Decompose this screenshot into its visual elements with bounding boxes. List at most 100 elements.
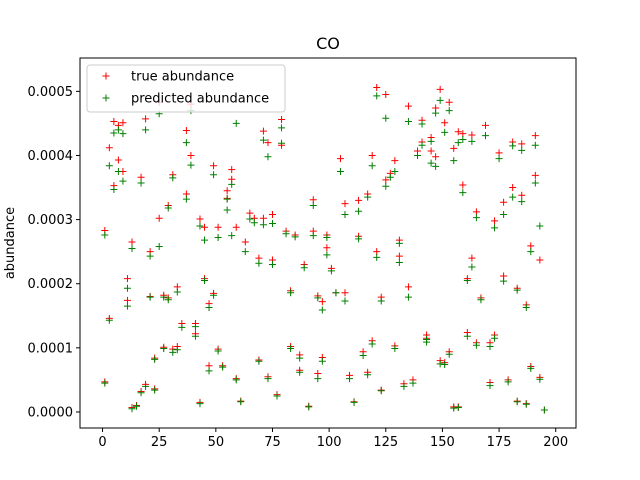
data-point — [110, 185, 118, 193]
data-point — [119, 130, 127, 138]
data-point — [445, 350, 453, 358]
data-point — [160, 344, 168, 352]
data-point — [518, 198, 526, 206]
data-point — [259, 214, 267, 222]
data-point — [382, 114, 390, 122]
data-point — [414, 151, 422, 159]
data-point — [355, 196, 363, 204]
data-point — [391, 168, 399, 176]
data-point — [110, 129, 118, 137]
data-point — [191, 323, 199, 331]
data-point — [332, 289, 340, 297]
data-point — [436, 96, 444, 104]
data-point — [155, 214, 163, 222]
data-point — [536, 222, 544, 230]
data-point — [210, 171, 218, 179]
legend-label: true abundance — [131, 70, 234, 85]
data-point — [468, 137, 476, 145]
data-point — [404, 293, 412, 301]
x-tick-label: 175 — [487, 435, 512, 450]
data-point — [205, 303, 213, 311]
data-point — [518, 146, 526, 154]
data-point — [273, 392, 281, 400]
data-point — [142, 115, 150, 123]
data-point — [377, 297, 385, 305]
data-point — [101, 379, 109, 387]
data-point — [237, 398, 245, 406]
data-point — [219, 363, 227, 371]
data-point — [395, 239, 403, 247]
data-point — [491, 224, 499, 232]
data-point — [418, 120, 426, 128]
data-point — [169, 348, 177, 356]
data-point — [454, 128, 462, 136]
data-point — [491, 334, 499, 342]
data-point — [373, 253, 381, 261]
data-point — [355, 235, 363, 243]
data-point — [223, 195, 231, 203]
data-point — [368, 340, 376, 348]
data-point — [509, 142, 517, 150]
legend-box — [86, 64, 286, 113]
data-point — [128, 244, 136, 252]
data-point — [119, 119, 127, 127]
data-point — [450, 157, 458, 165]
data-point — [427, 147, 435, 155]
data-point — [110, 117, 118, 125]
data-point — [214, 223, 222, 231]
data-point — [196, 215, 204, 223]
data-point — [459, 181, 467, 189]
data-point — [187, 161, 195, 169]
data-point — [259, 127, 267, 135]
data-point — [364, 193, 372, 201]
axes-frame — [79, 57, 577, 429]
data-point — [364, 371, 372, 379]
data-point — [309, 232, 317, 240]
data-point — [409, 379, 417, 387]
data-point — [137, 179, 145, 187]
y-tick-label: 0.0004 — [28, 149, 74, 164]
y-tick-label: 0.0003 — [28, 213, 74, 228]
data-point — [259, 221, 267, 229]
data-point — [123, 275, 131, 283]
data-point — [486, 343, 494, 351]
data-point — [264, 375, 272, 383]
data-point — [418, 141, 426, 149]
x-tick-label: 150 — [430, 435, 455, 450]
data-point — [346, 375, 354, 383]
data-point — [500, 210, 508, 218]
data-point — [123, 302, 131, 310]
data-point — [255, 259, 263, 267]
data-point — [146, 252, 154, 260]
data-point — [391, 344, 399, 352]
data-point — [282, 230, 290, 238]
data-point — [522, 400, 530, 408]
data-point — [291, 233, 299, 241]
data-point — [395, 252, 403, 260]
data-point — [540, 406, 548, 414]
data-point — [210, 291, 218, 299]
data-point — [359, 352, 367, 360]
data-point — [391, 157, 399, 165]
data-point — [137, 389, 145, 397]
data-point — [481, 132, 489, 140]
data-point — [513, 286, 521, 294]
data-point — [178, 323, 186, 331]
data-point — [173, 346, 181, 354]
data-point — [341, 200, 349, 208]
data-point — [201, 236, 209, 244]
data-point — [268, 260, 276, 268]
data-point — [278, 124, 286, 132]
data-point — [309, 201, 317, 209]
data-point — [432, 162, 440, 170]
data-point — [400, 382, 408, 390]
data-point — [450, 404, 458, 412]
data-point — [223, 206, 231, 214]
data-point — [264, 139, 272, 147]
data-point — [522, 303, 530, 311]
data-point — [201, 277, 209, 285]
data-point — [486, 382, 494, 390]
data-point — [105, 162, 113, 170]
data-point — [382, 182, 390, 190]
data-point — [191, 332, 199, 340]
